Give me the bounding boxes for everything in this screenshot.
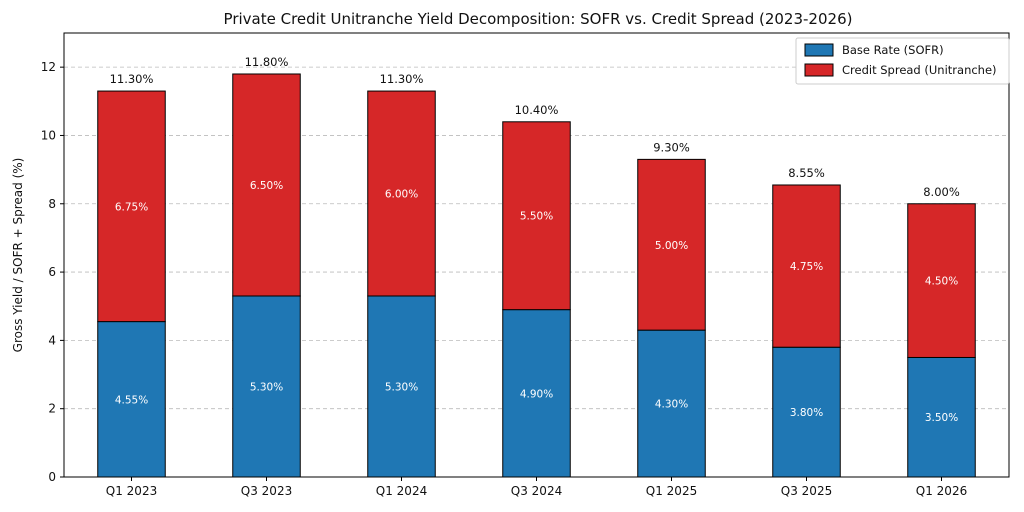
total-yield-label: 11.30% bbox=[110, 72, 154, 86]
chart-title: Private Credit Unitranche Yield Decompos… bbox=[224, 10, 853, 28]
legend-swatch-sofr bbox=[804, 43, 834, 57]
sofr-value-label: 5.30% bbox=[385, 381, 418, 393]
y-tick-label: 6 bbox=[48, 265, 56, 279]
total-yield-label: 10.40% bbox=[515, 103, 559, 117]
sofr-value-label: 4.30% bbox=[655, 399, 688, 411]
y-tick-label: 0 bbox=[48, 470, 56, 484]
spread-bar-segment bbox=[772, 184, 841, 348]
x-tick-label: Q3 2025 bbox=[781, 484, 832, 498]
x-tick-label: Q1 2026 bbox=[916, 484, 967, 498]
spread-bar-segment bbox=[637, 158, 706, 331]
spread-value-label: 6.50% bbox=[250, 180, 283, 192]
legend-label-spread: Credit Spread (Unitranche) bbox=[842, 63, 997, 77]
x-tick-label: Q1 2023 bbox=[106, 484, 157, 498]
total-yield-label: 11.30% bbox=[380, 72, 424, 86]
x-tick-label: Q1 2025 bbox=[646, 484, 697, 498]
y-tick-label: 12 bbox=[41, 60, 56, 74]
total-yield-label: 9.30% bbox=[653, 140, 690, 154]
sofr-value-label: 4.55% bbox=[115, 394, 148, 406]
y-axis-label: Gross Yield / SOFR + Spread (%) bbox=[11, 158, 25, 353]
spread-value-label: 4.50% bbox=[925, 276, 958, 288]
x-tick-label: Q3 2023 bbox=[241, 484, 292, 498]
sofr-value-label: 5.30% bbox=[250, 381, 283, 393]
x-tick-label: Q3 2024 bbox=[511, 484, 562, 498]
plot-frame bbox=[63, 32, 1010, 478]
spread-value-label: 5.50% bbox=[520, 211, 553, 223]
spread-bar-segment bbox=[367, 90, 436, 297]
spread-bar-segment bbox=[907, 203, 976, 358]
spread-value-label: 6.75% bbox=[115, 201, 148, 213]
legend-box bbox=[795, 37, 1010, 85]
sofr-bar-segment bbox=[907, 356, 976, 478]
spread-bar-segment bbox=[502, 121, 571, 311]
sofr-bar-segment bbox=[367, 295, 436, 478]
y-tick-label: 10 bbox=[41, 128, 56, 142]
spread-value-label: 6.00% bbox=[385, 189, 418, 201]
spread-value-label: 4.75% bbox=[790, 261, 823, 273]
total-yield-label: 8.00% bbox=[923, 185, 960, 199]
legend-label-sofr: Base Rate (SOFR) bbox=[842, 43, 944, 57]
sofr-bar-segment bbox=[232, 295, 301, 478]
sofr-bar-segment bbox=[772, 346, 841, 478]
y-tick-label: 8 bbox=[48, 197, 56, 211]
y-tick-label: 2 bbox=[48, 402, 56, 416]
spread-bar-segment bbox=[232, 73, 301, 297]
legend-swatch-spread bbox=[804, 63, 834, 77]
spread-bar-segment bbox=[97, 90, 166, 323]
y-tick-label: 4 bbox=[48, 333, 56, 347]
sofr-bar-segment bbox=[502, 309, 571, 478]
bar-labels: 4.55% 6.75% 11.30% 5.30% 6.50% 11.80% 5.30% 6.0… bbox=[110, 55, 960, 424]
legend: Base Rate (SOFR) Credit Spread (Unitranc… bbox=[795, 37, 1010, 85]
sofr-value-label: 3.50% bbox=[925, 412, 958, 424]
spread-value-label: 5.00% bbox=[655, 240, 688, 252]
sofr-value-label: 4.90% bbox=[520, 388, 553, 400]
x-tick-label: Q1 2024 bbox=[376, 484, 427, 498]
sofr-value-label: 3.80% bbox=[790, 407, 823, 419]
bars bbox=[97, 73, 976, 478]
axes: 0 2 4 6 8 10 12 Q1 2023 Q3 2023 Q1 2024 Q3 2024 Q1 … bbox=[41, 32, 1010, 498]
total-yield-label: 8.55% bbox=[788, 166, 825, 180]
total-yield-label: 11.80% bbox=[245, 55, 289, 69]
